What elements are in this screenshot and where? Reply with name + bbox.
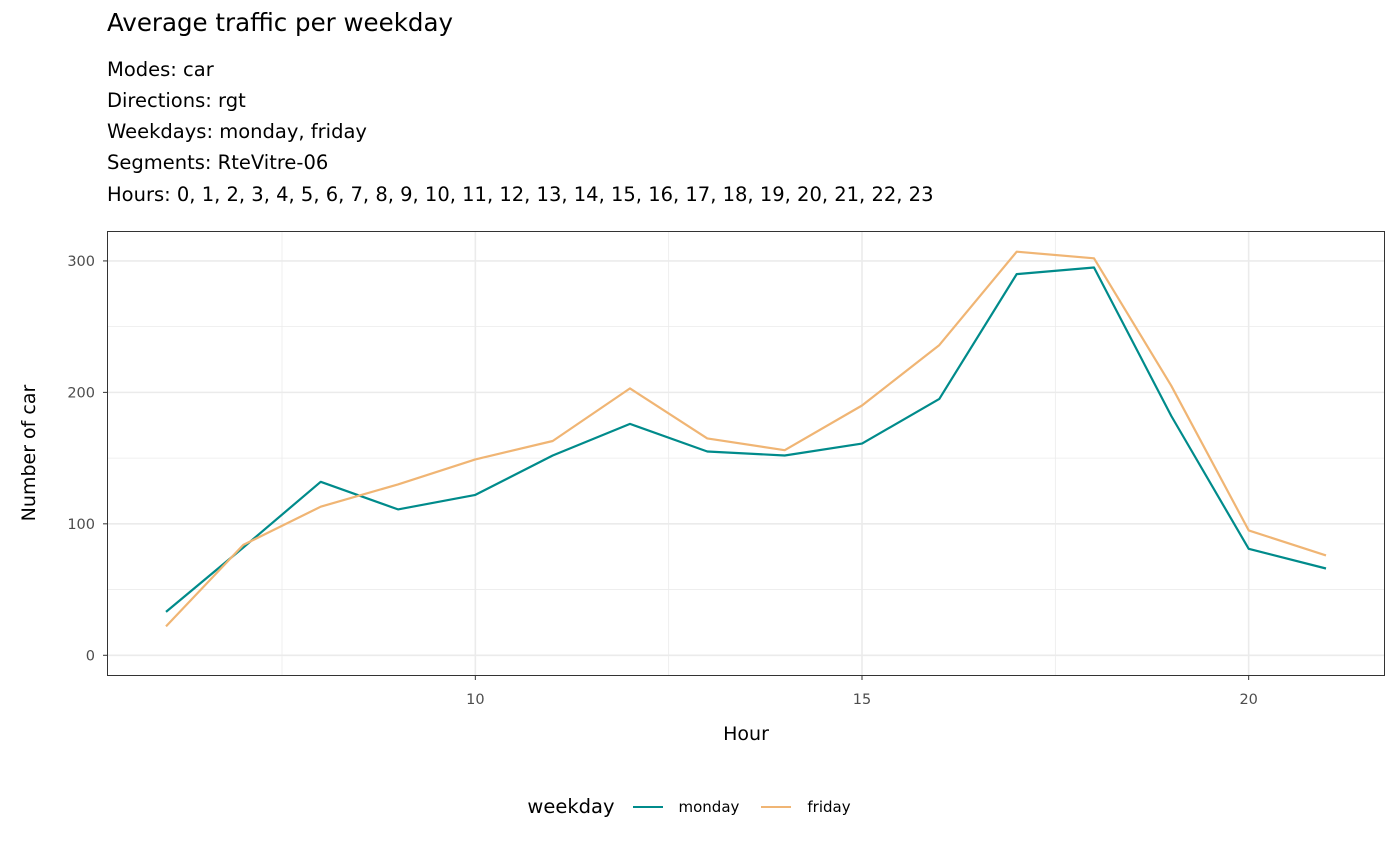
subtitle-modes: Modes: car <box>107 58 214 81</box>
y-tick-label: 200 <box>67 385 95 401</box>
legend-item-monday: monday <box>632 797 740 816</box>
subtitle-segments: Segments: RteVitre-06 <box>107 151 329 174</box>
x-axis-title: Hour <box>723 723 769 745</box>
legend-key-friday <box>761 805 792 808</box>
chart-title: Average traffic per weekday <box>107 8 453 37</box>
legend-title: weekday <box>527 795 615 818</box>
legend: weekday monday friday <box>0 795 1400 818</box>
x-tick-label: 20 <box>1239 692 1257 708</box>
y-tick-label: 100 <box>67 517 95 533</box>
legend-item-friday: friday <box>761 797 851 816</box>
series-line-monday <box>165 266 1327 613</box>
x-tick-label: 15 <box>853 692 871 708</box>
x-tick-label: 10 <box>466 692 484 708</box>
series-line-friday <box>165 250 1327 628</box>
legend-label-friday: friday <box>807 797 851 816</box>
panel-border <box>107 231 1385 676</box>
series-lines <box>165 250 1327 628</box>
gridlines <box>108 232 1384 675</box>
legend-key-monday <box>632 805 663 808</box>
y-tick-label: 300 <box>67 254 95 270</box>
subtitle-hours: Hours: 0, 1, 2, 3, 4, 5, 6, 7, 8, 9, 10,… <box>107 183 934 206</box>
subtitle-directions: Directions: rgt <box>107 89 246 112</box>
subtitle-weekdays: Weekdays: monday, friday <box>107 120 367 143</box>
y-axis-title: Number of car <box>18 385 40 522</box>
legend-label-monday: monday <box>678 797 740 816</box>
y-tick-label: 0 <box>86 648 95 664</box>
